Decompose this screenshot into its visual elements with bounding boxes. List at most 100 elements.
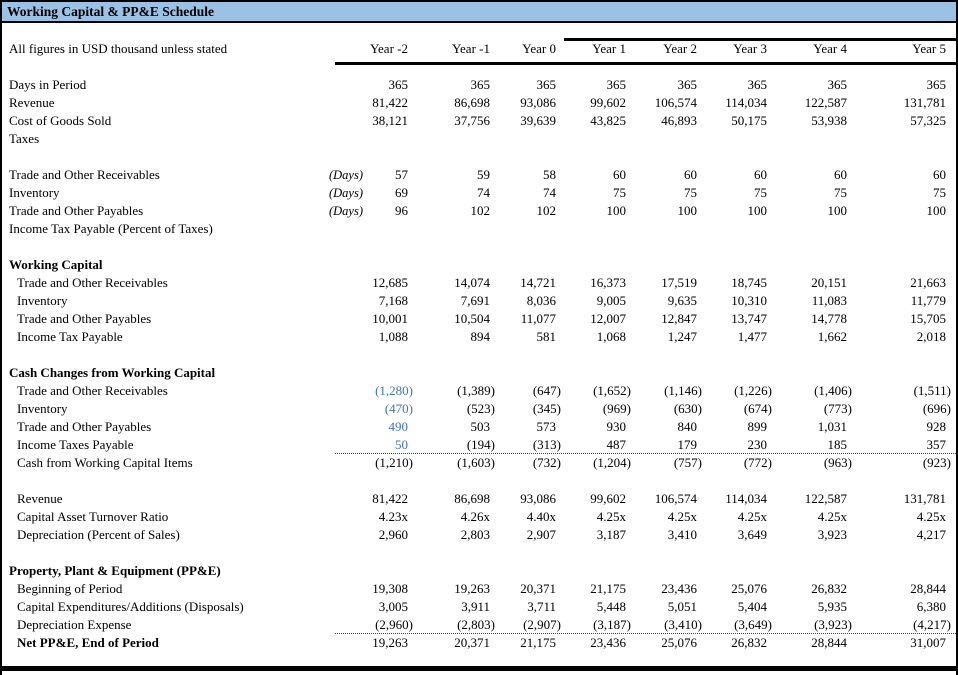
cell-value: 365	[926, 77, 947, 92]
spacer-cell	[2, 58, 956, 76]
cell-value: 53,938	[811, 113, 847, 128]
value-cell	[707, 256, 777, 274]
cell-value: (732)	[532, 455, 561, 470]
value-cell: 100	[566, 202, 636, 220]
cell-value: 58	[543, 167, 556, 182]
value-cell: (2,907)	[500, 616, 566, 634]
value-cell: 75	[777, 184, 857, 202]
value-cell: 1,477	[707, 328, 777, 346]
cell-value: 2,803	[460, 527, 490, 542]
cell-value: 74	[543, 185, 556, 200]
cell-value: 899	[747, 419, 768, 434]
value-cell: 75	[707, 184, 777, 202]
row-label: Depreciation Expense	[17, 617, 132, 632]
value-cell: 2,018	[857, 328, 956, 346]
value-cell: 26,832	[707, 634, 777, 652]
value-cell	[707, 220, 777, 238]
value-cell	[418, 256, 500, 274]
value-cell: 11,083	[777, 292, 857, 310]
value-cell	[500, 562, 566, 580]
row-label: Capital Asset Turnover Ratio	[17, 509, 169, 524]
days-unit-cell	[302, 526, 366, 544]
cell-value: 69	[395, 185, 408, 200]
value-cell: 4.25x	[566, 508, 636, 526]
cell-value: (1,406)	[814, 383, 852, 398]
cell-value: 60	[834, 167, 847, 182]
value-cell: 365	[707, 76, 777, 94]
days-unit-cell	[302, 508, 366, 526]
cell-value: 4.25x	[817, 509, 847, 524]
cell-value: 75	[834, 185, 847, 200]
value-cell: 2,907	[500, 526, 566, 544]
value-cell: 20,371	[418, 634, 500, 652]
value-cell: (630)	[636, 400, 707, 418]
value-cell: 19,263	[418, 580, 500, 598]
cell-value: 25,076	[731, 581, 767, 596]
column-header-year5: Year 5	[912, 41, 946, 56]
value-cell: 57	[366, 166, 418, 184]
value-cell: 106,574	[636, 94, 707, 112]
days-unit-cell	[302, 418, 366, 436]
days-unit-cell	[302, 580, 366, 598]
cell-value: 57	[395, 167, 408, 182]
cell-value: 3,711	[527, 599, 556, 614]
row-label: Net PP&E, End of Period	[17, 635, 159, 650]
table-row: Taxes	[2, 130, 956, 148]
cell-value: 3,911	[461, 599, 490, 614]
cell-value: 8,036	[526, 293, 556, 308]
cell-value: 93,086	[520, 95, 556, 110]
cell-value: 10,504	[454, 311, 490, 326]
days-unit-cell	[302, 220, 366, 238]
cell-value: 503	[470, 419, 491, 434]
value-cell	[777, 256, 857, 274]
days-unit-cell	[302, 382, 366, 400]
value-cell: 75	[636, 184, 707, 202]
value-cell: 100	[707, 202, 777, 220]
spacer-cell	[2, 346, 956, 364]
table-row: Trade and Other Receivables (Days) 57 59 58 6…	[2, 166, 956, 184]
value-cell: (732)	[500, 454, 566, 472]
cell-value: 19,263	[454, 581, 490, 596]
table-row: Inventory (470) (523) (345) (969) (630) (674) (…	[2, 400, 956, 418]
table-row: Working Capital	[2, 256, 956, 274]
cell-value: 14,074	[454, 275, 490, 290]
row-label: Depreciation (Percent of Sales)	[17, 527, 180, 542]
value-cell: 60	[707, 166, 777, 184]
cell-value: 60	[684, 167, 697, 182]
value-cell	[707, 562, 777, 580]
value-cell: 28,844	[857, 580, 956, 598]
cell-value: (1,511)	[913, 383, 951, 398]
value-cell	[777, 364, 857, 382]
value-cell: 179	[636, 436, 707, 454]
value-cell: 74	[500, 184, 566, 202]
value-cell: 12,007	[566, 310, 636, 328]
cell-value: 131,781	[903, 491, 946, 506]
cell-value: 3,649	[737, 527, 767, 542]
value-cell	[857, 256, 956, 274]
cell-value: (1,210)	[375, 455, 413, 470]
table-row: Beginning of Period 19,308 19,263 20,371 21,…	[2, 580, 956, 598]
row-label: Trade and Other Receivables	[9, 167, 160, 182]
cell-value: 75	[754, 185, 767, 200]
table-row: Trade and Other Payables 490 503 573 930 840 8…	[2, 418, 956, 436]
days-unit-cell	[302, 598, 366, 616]
value-cell: 38,121	[366, 112, 418, 130]
table-row: Revenue 81,422 86,698 93,086 99,602 106,574 11…	[2, 490, 956, 508]
cell-value: 581	[536, 329, 557, 344]
cell-value: 102	[536, 203, 557, 218]
cell-value: 21,175	[590, 581, 626, 596]
cell-value: 4.25x	[596, 509, 626, 524]
cell-value: 4.40x	[526, 509, 556, 524]
value-cell	[418, 130, 500, 148]
value-cell: 75	[857, 184, 956, 202]
cell-value: (3,923)	[814, 617, 852, 632]
cell-value: 11,077	[520, 311, 556, 326]
days-unit-cell: (Days)	[328, 204, 363, 218]
cell-value: 25,076	[661, 635, 697, 650]
spacer-cell	[2, 148, 956, 166]
cell-value: 38,121	[372, 113, 408, 128]
value-cell: 14,721	[500, 274, 566, 292]
working-capital-subtotal-rule	[335, 453, 956, 454]
value-cell: (523)	[418, 400, 500, 418]
value-cell: 60	[566, 166, 636, 184]
